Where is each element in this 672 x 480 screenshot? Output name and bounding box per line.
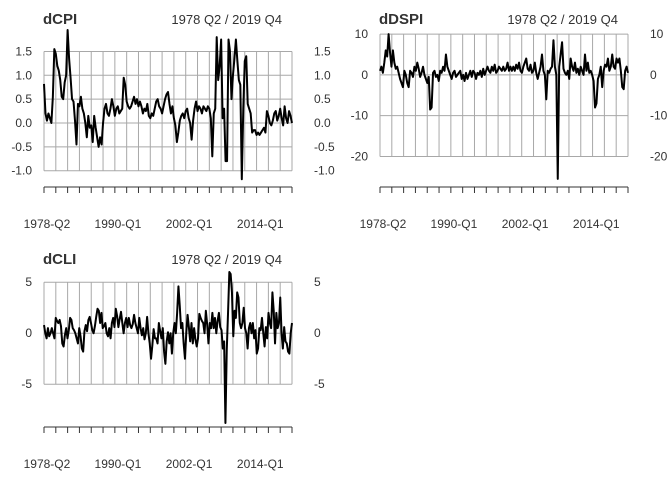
- y-tick-label-right: 0: [314, 326, 321, 340]
- y-tick-label-left: 0.5: [15, 92, 32, 106]
- x-tick-label: 1990-Q1: [431, 217, 478, 231]
- panel-subtitle: 1978 Q2 / 2019 Q4: [507, 12, 618, 27]
- x-axis: 1978-Q2 1990-Q1 2002-Q1 2014-Q1: [24, 186, 293, 231]
- y-axis-right: -1.0 -0.5 0.0 0.5 1.0 1.5: [314, 44, 335, 177]
- y-axis-left: -20 -10 0 10: [351, 27, 369, 163]
- x-tick-label: 1978-Q2: [24, 457, 71, 471]
- y-tick-label-right: -5: [314, 377, 325, 391]
- plot: [379, 33, 629, 180]
- panel-ddspi: dDSPI 1978 Q2 / 2019 Q4 1978-Q2 1990-Q1 20…: [351, 11, 668, 231]
- y-tick-label-left: 0: [25, 326, 32, 340]
- y-tick-label-left: -20: [351, 149, 369, 163]
- y-tick-label-right: 0.5: [314, 92, 331, 106]
- y-tick-label-right: -0.5: [314, 140, 335, 154]
- y-tick-label-left: 5: [25, 275, 32, 289]
- plot: [43, 29, 293, 181]
- panel-subtitle: 1978 Q2 / 2019 Q4: [171, 252, 282, 267]
- y-axis-left: -5 0 5: [21, 275, 32, 391]
- y-tick-label-left: -5: [21, 377, 32, 391]
- x-axis: 1978-Q2 1990-Q1 2002-Q1 2014-Q1: [360, 186, 629, 231]
- y-axis-right: -5 0 5: [314, 275, 325, 391]
- panel-dcli: dCLI 1978 Q2 / 2019 Q4 1978-Q2 1990-Q1 200…: [21, 251, 325, 471]
- y-tick-label-right: -1.0: [314, 164, 335, 178]
- panel-title: dCPI: [43, 11, 77, 28]
- y-tick-label-right: 0: [650, 68, 657, 82]
- y-tick-label-right: -20: [650, 149, 668, 163]
- y-tick-label-left: -10: [351, 109, 369, 123]
- y-tick-label-right: 1.5: [314, 44, 331, 58]
- series-line: [43, 271, 293, 424]
- grid: [379, 33, 629, 157]
- x-tick-label: 1978-Q2: [24, 217, 71, 231]
- y-tick-label-right: -10: [650, 109, 668, 123]
- panel-title: dDSPI: [379, 11, 423, 28]
- series-line: [379, 33, 629, 180]
- x-tick-label: 1990-Q1: [95, 217, 142, 231]
- panel-title: dCLI: [43, 251, 76, 268]
- y-tick-label-right: 5: [314, 275, 321, 289]
- x-tick-label: 2002-Q1: [166, 217, 213, 231]
- y-axis-left: -1.0 -0.5 0.0 0.5 1.0 1.5: [11, 44, 32, 177]
- y-tick-label-left: -0.5: [11, 140, 32, 154]
- x-tick-label: 2014-Q1: [573, 217, 620, 231]
- panel-dcpi: dCPI 1978 Q2 / 2019 Q4 1978-Q2 1990-Q1 200…: [11, 11, 335, 231]
- y-tick-label-left: 10: [355, 27, 369, 41]
- grid: [43, 50, 293, 172]
- y-tick-label-right: 0.0: [314, 116, 331, 130]
- y-tick-label-right: 10: [650, 27, 664, 41]
- x-tick-label: 2014-Q1: [237, 457, 284, 471]
- y-tick-label-left: 0: [361, 68, 368, 82]
- x-tick-label: 2002-Q1: [502, 217, 549, 231]
- x-tick-label: 1990-Q1: [95, 457, 142, 471]
- x-tick-label: 2002-Q1: [166, 457, 213, 471]
- series-line: [43, 29, 293, 181]
- y-tick-label-left: -1.0: [11, 164, 32, 178]
- x-tick-label: 1978-Q2: [360, 217, 407, 231]
- panel-subtitle: 1978 Q2 / 2019 Q4: [171, 12, 282, 27]
- x-axis: 1978-Q2 1990-Q1 2002-Q1 2014-Q1: [24, 426, 293, 471]
- plot: [43, 271, 293, 424]
- y-axis-right: -20 -10 0 10: [650, 27, 668, 163]
- y-tick-label-left: 1.5: [15, 44, 32, 58]
- y-tick-label-right: 1.0: [314, 68, 331, 82]
- x-tick-label: 2014-Q1: [237, 217, 284, 231]
- y-tick-label-left: 0.0: [15, 116, 32, 130]
- y-tick-label-left: 1.0: [15, 68, 32, 82]
